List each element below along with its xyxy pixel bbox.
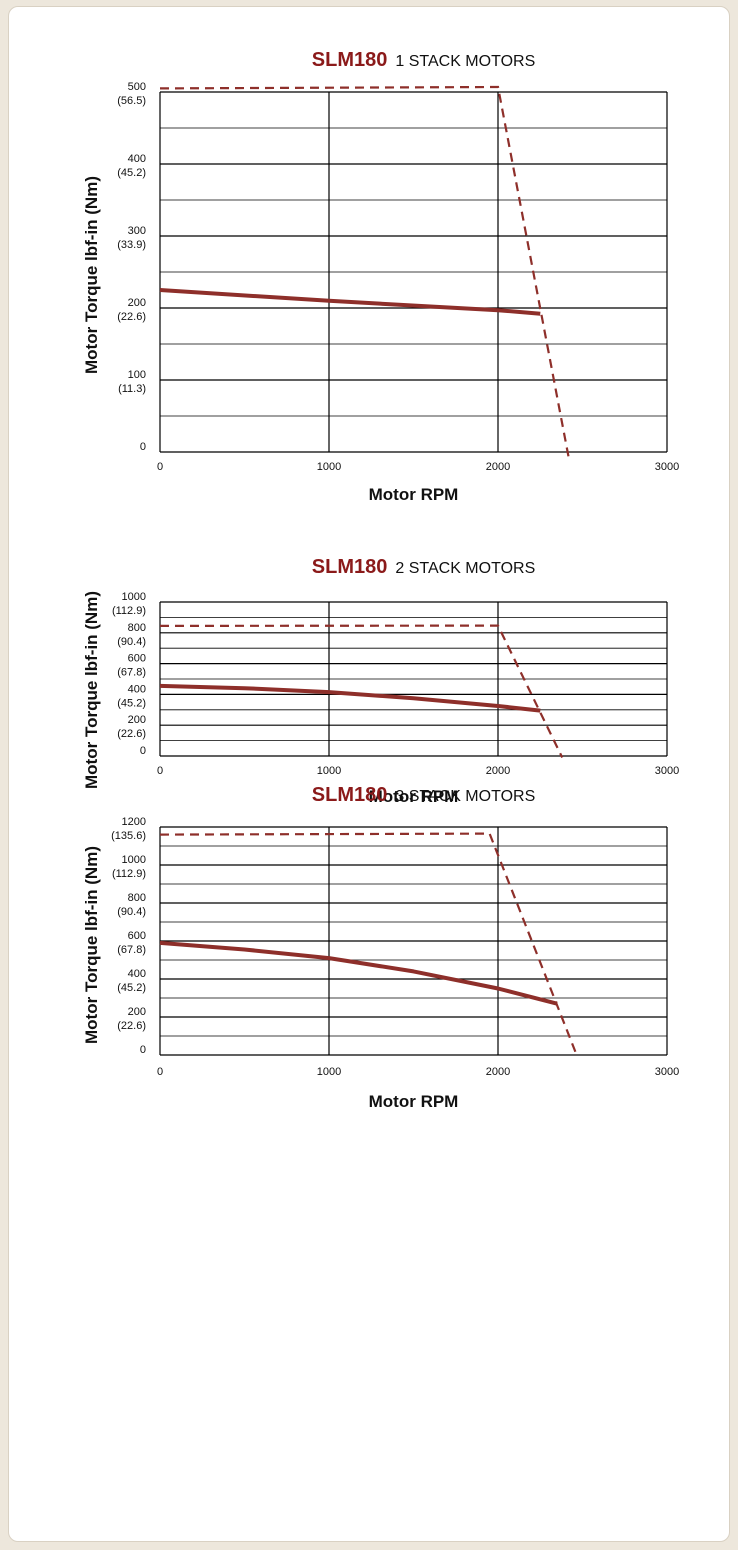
y-tick-label: 1000: [122, 854, 146, 866]
x-tick-label: 2000: [486, 765, 510, 777]
y-tick-sublabel: (22.6): [117, 728, 146, 740]
y-tick-label: 100: [128, 369, 146, 381]
y-tick-label: 300: [128, 225, 146, 237]
x-tick-label: 0: [157, 461, 163, 473]
y-tick-sublabel: (45.2): [117, 167, 146, 179]
y-axis-label: Motor Torque lbf-in (Nm): [82, 846, 101, 1044]
y-tick-label: 800: [128, 622, 146, 634]
x-tick-label: 1000: [317, 765, 341, 777]
x-tick-label: 0: [157, 765, 163, 777]
y-tick-sublabel: (90.4): [117, 906, 146, 918]
x-axis-label: Motor RPM: [369, 1092, 459, 1111]
x-tick-label: 2000: [486, 1066, 510, 1078]
x-tick-label: 3000: [655, 765, 679, 777]
y-tick-label: 0: [140, 745, 146, 757]
chart-3: SLM180 3 STACK MOTORS 1200 (135.6) 1000 (112.…: [82, 784, 679, 1111]
x-axis-label: Motor RPM: [369, 485, 459, 504]
y-tick-sublabel: (22.6): [117, 1020, 146, 1032]
series-line-dashed: [159, 85, 571, 460]
y-tick-label: 400: [128, 683, 146, 695]
x-tick-label: 1000: [317, 1066, 341, 1078]
chart-title: SLM180 2 STACK MOTORS: [312, 556, 535, 578]
y-tick-sublabel: (135.6): [111, 830, 146, 842]
y-tick-label: 500: [128, 81, 146, 93]
y-tick-sublabel: (112.9): [112, 605, 146, 617]
y-tick-label: 0: [140, 1044, 146, 1056]
y-axis-label: Motor Torque lbf-in (Nm): [82, 591, 101, 789]
y-tick-sublabel: (22.6): [117, 311, 146, 323]
series-line-solid: [159, 683, 541, 713]
y-tick-label: 400: [128, 153, 146, 165]
chart-title: SLM180 3 STACK MOTORS: [312, 784, 535, 806]
y-tick-label: 200: [128, 714, 146, 726]
y-tick-sublabel: (33.9): [117, 239, 146, 251]
x-axis-label: Motor RPM: [369, 787, 459, 806]
y-tick-label: 0: [140, 441, 146, 453]
y-tick-label: 200: [128, 1006, 146, 1018]
y-tick-label: 1200: [122, 816, 146, 828]
series-line-solid: [159, 940, 558, 1006]
y-tick-sublabel: (11.3): [118, 383, 146, 395]
x-tick-label: 0: [157, 1066, 163, 1078]
y-tick-sublabel: (112.9): [112, 868, 146, 880]
chart-title: SLM180 1 STACK MOTORS: [312, 49, 535, 71]
y-tick-sublabel: (67.8): [117, 667, 146, 679]
y-tick-sublabel: (56.5): [117, 95, 146, 107]
y-axis-label: Motor Torque lbf-in (Nm): [82, 176, 101, 374]
x-tick-label: 1000: [317, 461, 341, 473]
y-tick-sublabel: (90.4): [117, 636, 146, 648]
y-tick-label: 600: [128, 930, 146, 942]
chart-2: SLM180 2 STACK MOTORS 1000 (112.9) 800 (90.4)…: [82, 556, 679, 806]
chart-panel: [8, 6, 730, 1542]
x-tick-label: 3000: [655, 461, 679, 473]
chart-1: SLM180 1 STACK MOTORS 500 (56.5) 400 (45.2) 30…: [82, 49, 679, 504]
y-tick-sublabel: (67.8): [117, 944, 146, 956]
x-tick-label: 3000: [655, 1066, 679, 1078]
x-tick-label: 2000: [486, 461, 510, 473]
y-tick-sublabel: (45.2): [117, 697, 146, 709]
series-line-dashed: [159, 624, 564, 758]
y-tick-label: 400: [128, 968, 146, 980]
y-tick-label: 600: [128, 653, 146, 665]
y-tick-label: 1000: [122, 591, 146, 603]
y-tick-label: 800: [128, 892, 146, 904]
series-line-dashed: [159, 832, 579, 1058]
y-tick-sublabel: (45.2): [117, 982, 146, 994]
y-tick-label: 200: [128, 297, 146, 309]
series-line-solid: [159, 288, 541, 316]
